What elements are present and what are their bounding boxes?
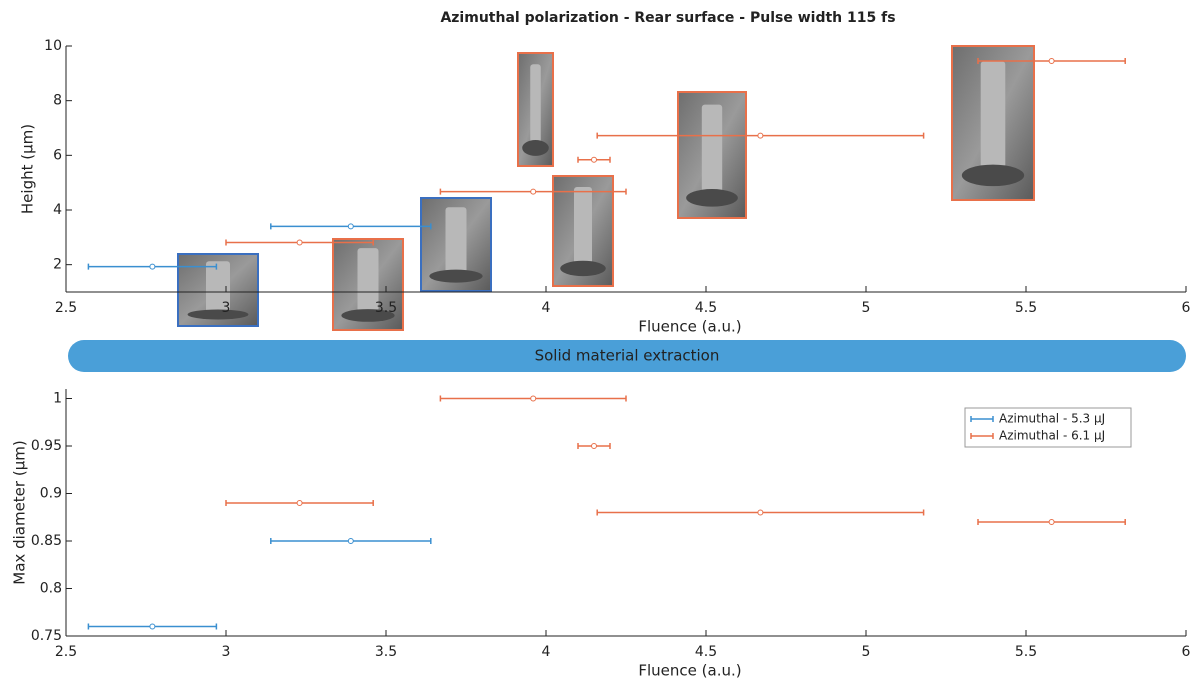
x-tick-label: 3.5 [375, 644, 397, 660]
y-tick-label: 4 [53, 202, 62, 218]
x-tick-label: 4 [542, 300, 551, 316]
point [296, 500, 303, 506]
y-tick-label: 6 [53, 147, 62, 163]
pillar [530, 64, 541, 146]
pillar [574, 187, 592, 267]
x-tick-label: 4.5 [695, 300, 717, 316]
x-tick-label: 5.5 [1015, 644, 1037, 660]
y-tick-label: 8 [53, 93, 62, 109]
pillar-base [522, 140, 549, 156]
x-axis-label: Fluence (a.u.) [638, 662, 741, 680]
x-tick-label: 5 [862, 300, 871, 316]
y-axis-label: Height (µm) [19, 124, 37, 214]
y-tick-label: 1 [53, 391, 62, 407]
pillar-base [560, 260, 606, 277]
point [530, 188, 537, 195]
point [149, 623, 156, 630]
banner: Solid material extraction [68, 340, 1186, 372]
point [347, 538, 354, 544]
y-tick-label: 0.75 [31, 628, 62, 644]
pillar [206, 261, 230, 314]
x-tick-label: 5 [862, 644, 871, 660]
y-tick-label: 0.9 [40, 486, 62, 502]
legend-swatch [970, 433, 994, 439]
point [296, 239, 303, 246]
x-tick-label: 3.5 [375, 300, 397, 316]
pillar [357, 248, 379, 314]
x-tick-label: 2.5 [55, 644, 77, 660]
y-tick-label: 0.8 [40, 581, 62, 597]
point [591, 443, 597, 449]
x-tick-label: 3 [222, 644, 231, 660]
y-tick-label: 10 [44, 38, 62, 54]
point [1048, 58, 1055, 65]
x-axis-label: Fluence (a.u.) [638, 318, 741, 336]
point [757, 132, 764, 139]
pillar-base [187, 309, 249, 320]
y-tick-label: 2 [53, 257, 62, 273]
x-tick-label: 2.5 [55, 300, 77, 316]
chart-title: Azimuthal polarization - Rear surface - … [440, 10, 895, 26]
y-tick-label: 0.85 [31, 533, 62, 549]
pillar-base [341, 309, 395, 322]
legend-label: Azimuthal - 5.3 µJ [999, 412, 1105, 426]
x-tick-label: 3 [222, 300, 231, 316]
pillar-base [686, 189, 738, 207]
point [530, 395, 537, 402]
pillar [980, 61, 1006, 173]
point [757, 509, 764, 516]
pillar [701, 104, 723, 196]
y-axis-label: Max diameter (µm) [11, 440, 29, 584]
x-tick-label: 6 [1182, 644, 1191, 660]
point [591, 156, 597, 163]
pillar-base [961, 164, 1025, 187]
banner-shape [68, 340, 1186, 372]
point [1048, 519, 1055, 525]
x-tick-label: 4.5 [695, 644, 717, 660]
legend-box [964, 407, 1132, 448]
pillar-base [429, 269, 483, 283]
legend-label: Azimuthal - 6.1 µJ [999, 429, 1105, 443]
legend-swatch [970, 416, 994, 422]
banner-text: Solid material extraction [535, 347, 720, 365]
pillar [445, 207, 467, 275]
x-tick-label: 5.5 [1015, 300, 1037, 316]
x-tick-label: 4 [542, 644, 551, 660]
x-tick-label: 6 [1182, 300, 1191, 316]
point [347, 223, 354, 230]
y-tick-label: 0.95 [31, 438, 62, 454]
sem-insets [177, 45, 1035, 331]
point [149, 263, 156, 270]
